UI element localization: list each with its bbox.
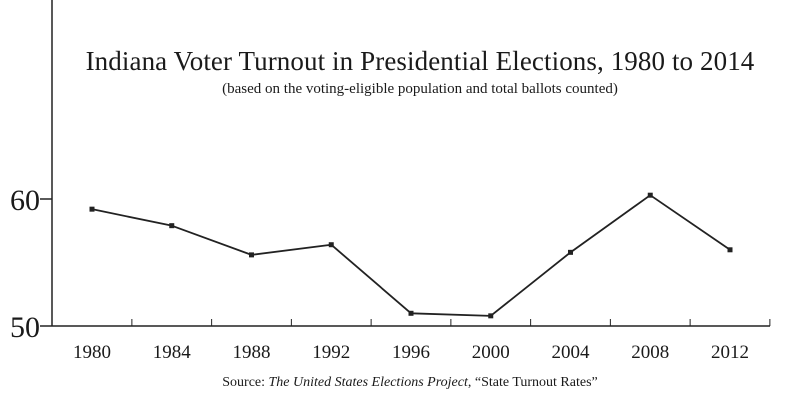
y-axis-ticks: 50 60 xyxy=(10,184,52,344)
data-point xyxy=(408,310,414,316)
data-point xyxy=(89,206,95,212)
data-point xyxy=(169,223,175,229)
x-tick-label: 1988 xyxy=(233,342,271,363)
x-tick-label: 1980 xyxy=(73,342,111,363)
series-line xyxy=(91,194,731,317)
y-tick-label: 60 xyxy=(10,184,40,217)
x-tick-label: 1996 xyxy=(392,342,430,363)
source-suffix: , “State Turnout Rates” xyxy=(467,375,598,390)
data-point xyxy=(488,313,494,319)
x-axis-ticks: 1980 1984 1988 1992 1996 2000 2004 2008 2012 xyxy=(73,319,771,363)
source-publication: The United States Elections Project xyxy=(268,375,468,390)
axes xyxy=(51,0,770,327)
source-prefix: Source: xyxy=(222,375,269,390)
x-tick-label: 1992 xyxy=(312,342,350,363)
chart-title: Indiana Voter Turnout in Presidential El… xyxy=(85,46,755,76)
data-point xyxy=(328,242,334,248)
data-point xyxy=(568,249,573,255)
x-tick-label: 2012 xyxy=(711,342,749,363)
x-tick-label: 1984 xyxy=(153,342,192,363)
x-tick-label: 2004 xyxy=(552,342,591,363)
data-point xyxy=(249,252,254,258)
x-tick-label: 2008 xyxy=(631,342,669,363)
data-point xyxy=(727,247,733,253)
data-point xyxy=(647,192,653,198)
chart-subtitle: (based on the voting-eligible population… xyxy=(222,81,618,97)
y-tick-label: 50 xyxy=(10,311,40,344)
x-tick-label: 2000 xyxy=(472,342,510,363)
series-group xyxy=(89,192,733,319)
source-note: Source: The United States Elections Proj… xyxy=(0,375,800,391)
